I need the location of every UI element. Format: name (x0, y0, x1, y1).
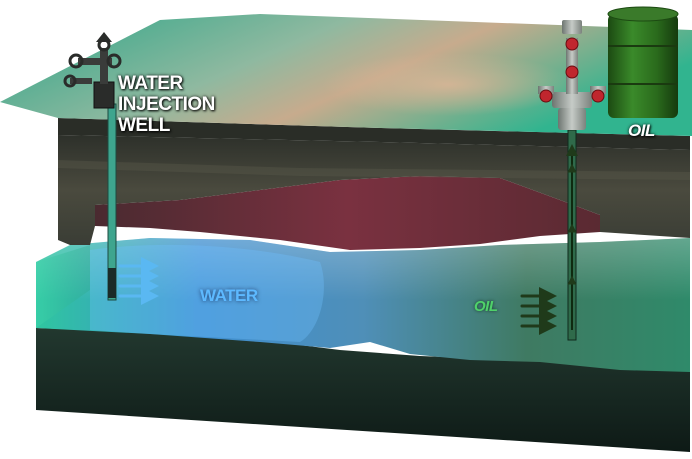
oil-barrel-label: OIL (628, 121, 655, 140)
reservoir-highlight (36, 238, 690, 300)
base-rock-layer (36, 328, 690, 452)
oil-flow-arrows (520, 287, 557, 335)
oil-zone-label: OIL (474, 298, 498, 315)
injection-well-tip (108, 268, 116, 298)
shale-layer (95, 176, 600, 250)
label-line-water: WATER (118, 73, 183, 94)
sand-patch (250, 35, 610, 125)
overburden-layer (58, 135, 690, 245)
overburden-band (58, 160, 690, 180)
water-zone-label: WATER (200, 286, 258, 305)
topsoil-rim (58, 118, 690, 150)
wellhead-valve-icon (63, 32, 122, 109)
christmas-tree-icon (538, 20, 606, 130)
water-injection-well-label: WATER INJECTION WELL (118, 74, 215, 137)
oil-barrel-icon (607, 6, 679, 118)
label-line-well: WELL (118, 115, 170, 136)
label-line-injection: INJECTION (118, 94, 215, 115)
water-flow-arrows (118, 257, 159, 305)
left-face (36, 245, 90, 328)
